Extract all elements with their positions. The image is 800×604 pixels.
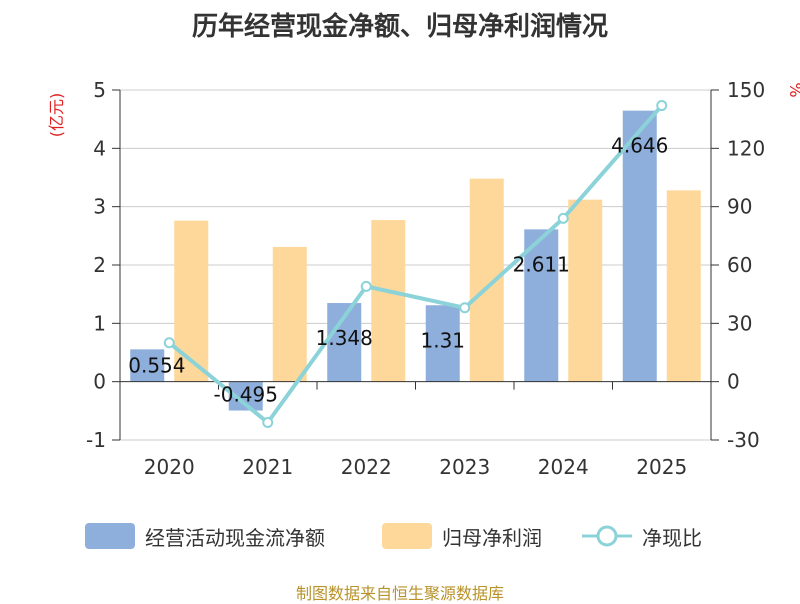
left-tick-label: 3 — [93, 195, 106, 219]
bar-cash-flow — [622, 110, 657, 382]
bar-cash-flow — [130, 349, 165, 382]
bar-net-profit — [272, 246, 307, 382]
data-label-cash-flow: -0.495 — [214, 383, 278, 407]
data-label-cash-flow: 1.31 — [420, 328, 465, 352]
legend-line-icon — [582, 525, 632, 547]
right-tick-label: 0 — [727, 370, 740, 394]
point-cash-ratio — [459, 302, 471, 314]
bar-net-profit — [666, 190, 701, 382]
left-tick-label: -1 — [86, 428, 106, 452]
right-tick-label: 30 — [727, 311, 752, 335]
data-label-cash-flow: 4.646 — [611, 134, 668, 158]
category-label: 2024 — [538, 455, 589, 479]
point-cash-ratio — [360, 280, 372, 292]
legend-item-cash-ratio[interactable]: 净现比 — [582, 518, 702, 554]
chart-title: 历年经营现金净额、归母净利润情况 — [191, 12, 608, 42]
source-note: 制图数据来自恒生聚源数据库 — [295, 584, 504, 603]
bar-net-profit — [174, 220, 209, 382]
left-tick-label: 4 — [93, 136, 106, 160]
data-label-cash-flow: 1.348 — [316, 326, 373, 350]
left-unit-label: (亿元) — [47, 93, 66, 138]
point-cash-ratio — [262, 417, 274, 428]
legend-label-cash-ratio: 净现比 — [642, 525, 702, 550]
point-cash-ratio — [163, 337, 175, 349]
data-label-cash-flow: 2.611 — [513, 252, 570, 276]
point-cash-ratio — [557, 212, 569, 224]
point-cash-ratio — [656, 100, 668, 112]
left-tick-label: 0 — [93, 370, 106, 394]
legend-label-net-profit: 归母净利润 — [442, 525, 542, 550]
legend-item-net-profit[interactable]: 归母净利润 — [382, 518, 542, 554]
left-tick-label: 2 — [93, 253, 106, 277]
right-tick-label: 90 — [727, 195, 752, 219]
legend: 经营活动现金流净额 归母净利润 净现比 — [0, 518, 800, 554]
category-label: 2025 — [636, 455, 687, 479]
legend-swatch-net-profit — [382, 523, 432, 549]
category-label: 2022 — [341, 455, 392, 479]
left-tick-label: 5 — [93, 78, 106, 102]
legend-swatch-cash-flow — [85, 523, 135, 549]
combo-chart: -1 0 1 2 3 4 5 -30 0 30 60 90 120 150 (亿元)% 2020 2021 202… — [47, 78, 800, 479]
legend-label-cash-flow: 经营活动现金流净额 — [145, 525, 325, 550]
right-tick-label: 60 — [727, 253, 752, 277]
category-label: 2020 — [144, 455, 195, 479]
legend-item-cash-flow[interactable]: 经营活动现金流净额 — [85, 518, 325, 554]
right-unit-label: % — [786, 82, 800, 97]
category-label: 2023 — [439, 455, 490, 479]
category-label: 2021 — [242, 455, 293, 479]
right-tick-label: 120 — [727, 136, 765, 160]
right-tick-label: -30 — [727, 428, 760, 452]
line-cash-ratio — [167, 104, 664, 425]
bar-net-profit — [568, 199, 603, 382]
bar-net-profit — [371, 220, 406, 382]
bar-cash-flow — [425, 305, 460, 382]
left-tick-label: 1 — [93, 311, 106, 335]
bar-net-profit — [469, 178, 504, 382]
bar-cash-flow — [524, 229, 559, 382]
data-label-cash-flow: 0.554 — [128, 353, 185, 377]
right-tick-label: 150 — [727, 78, 765, 102]
